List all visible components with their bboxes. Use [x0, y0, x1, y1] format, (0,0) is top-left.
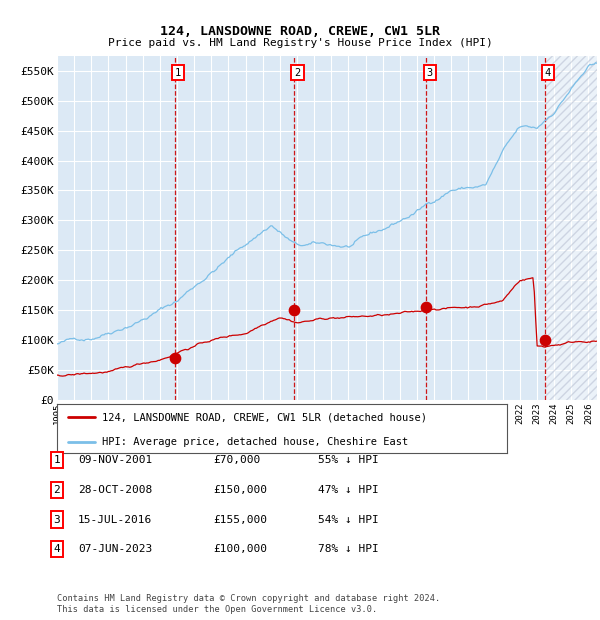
Text: 28-OCT-2008: 28-OCT-2008 — [78, 485, 152, 495]
Point — [170, 353, 179, 363]
Point — [421, 302, 431, 312]
Text: 2: 2 — [53, 485, 61, 495]
Text: 15-JUL-2016: 15-JUL-2016 — [78, 515, 152, 525]
Text: £155,000: £155,000 — [213, 515, 267, 525]
Text: 54% ↓ HPI: 54% ↓ HPI — [318, 515, 379, 525]
Text: 47% ↓ HPI: 47% ↓ HPI — [318, 485, 379, 495]
Text: 4: 4 — [545, 68, 551, 78]
Text: 3: 3 — [427, 68, 433, 78]
Text: 1: 1 — [175, 68, 181, 78]
Text: 78% ↓ HPI: 78% ↓ HPI — [318, 544, 379, 554]
Text: 09-NOV-2001: 09-NOV-2001 — [78, 455, 152, 465]
Text: Contains HM Land Registry data © Crown copyright and database right 2024.
This d: Contains HM Land Registry data © Crown c… — [57, 595, 440, 614]
Text: 07-JUN-2023: 07-JUN-2023 — [78, 544, 152, 554]
Text: 3: 3 — [53, 515, 61, 525]
Text: Price paid vs. HM Land Registry's House Price Index (HPI): Price paid vs. HM Land Registry's House … — [107, 38, 493, 48]
Text: £100,000: £100,000 — [213, 544, 267, 554]
Point — [540, 335, 550, 345]
Text: 124, LANSDOWNE ROAD, CREWE, CW1 5LR: 124, LANSDOWNE ROAD, CREWE, CW1 5LR — [160, 25, 440, 38]
Text: 2: 2 — [295, 68, 301, 78]
Text: HPI: Average price, detached house, Cheshire East: HPI: Average price, detached house, Ches… — [102, 437, 408, 447]
Text: 124, LANSDOWNE ROAD, CREWE, CW1 5LR (detached house): 124, LANSDOWNE ROAD, CREWE, CW1 5LR (det… — [102, 412, 427, 422]
Point — [289, 305, 299, 315]
Text: 1: 1 — [53, 455, 61, 465]
Bar — [545, 56, 597, 400]
Text: £70,000: £70,000 — [213, 455, 260, 465]
Text: £150,000: £150,000 — [213, 485, 267, 495]
Bar — [545, 56, 597, 400]
Text: 4: 4 — [53, 544, 61, 554]
Text: 55% ↓ HPI: 55% ↓ HPI — [318, 455, 379, 465]
